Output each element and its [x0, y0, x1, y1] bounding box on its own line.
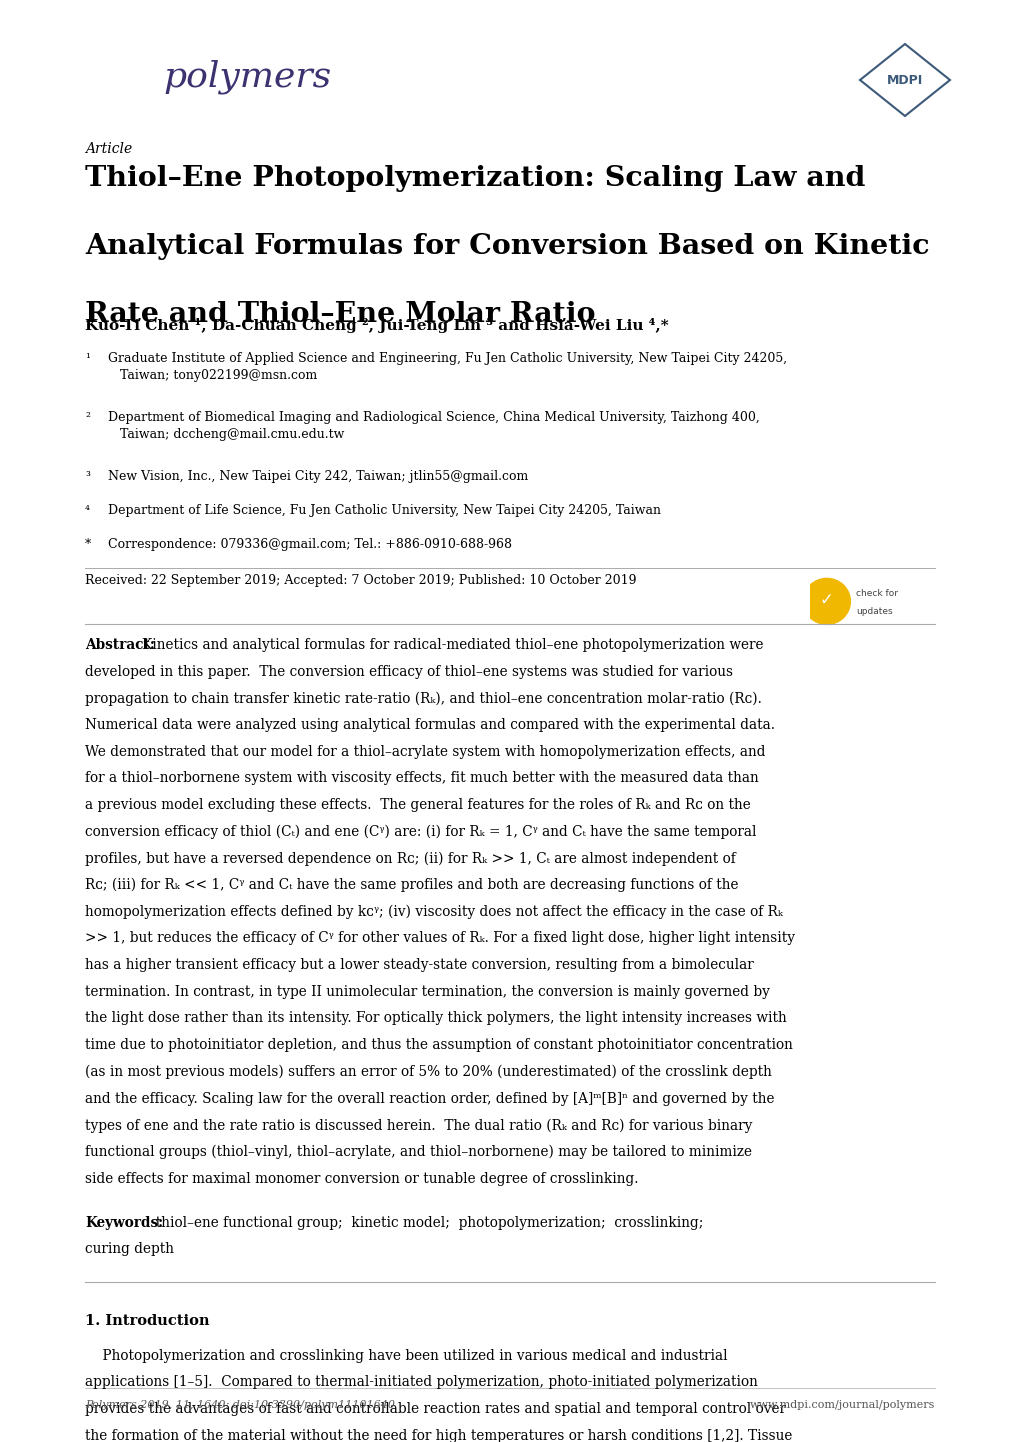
Text: profiles, but have a reversed dependence on Rᴄ; (ii) for Rₖ >> 1, Cₜ are almost : profiles, but have a reversed dependence… — [85, 851, 735, 865]
Text: *: * — [85, 538, 91, 551]
Text: for a thiol–norbornene system with viscosity effects, fit much better with the m: for a thiol–norbornene system with visco… — [85, 771, 758, 786]
Text: applications [1–5].  Compared to thermal-initiated polymerization, photo-initiat: applications [1–5]. Compared to thermal-… — [85, 1376, 757, 1389]
Text: thiol–ene functional group;  kinetic model;  photopolymerization;  crosslinking;: thiol–ene functional group; kinetic mode… — [147, 1216, 703, 1230]
Text: Graduate Institute of Applied Science and Engineering, Fu Jen Catholic Universit: Graduate Institute of Applied Science an… — [108, 352, 787, 382]
Text: 1. Introduction: 1. Introduction — [85, 1314, 209, 1328]
Text: ⁴: ⁴ — [85, 505, 90, 518]
Text: side effects for maximal monomer conversion or tunable degree of crosslinking.: side effects for maximal monomer convers… — [85, 1171, 638, 1185]
Text: Photopolymerization and crosslinking have been utilized in various medical and i: Photopolymerization and crosslinking hav… — [85, 1348, 727, 1363]
Text: provides the advantages of fast and controllable reaction rates and spatial and : provides the advantages of fast and cont… — [85, 1402, 786, 1416]
Text: Keywords:: Keywords: — [85, 1216, 163, 1230]
Text: the light dose rather than its intensity. For optically thick polymers, the ligh: the light dose rather than its intensity… — [85, 1011, 786, 1025]
Text: Abstract:: Abstract: — [85, 637, 155, 652]
Text: Numerical data were analyzed using analytical formulas and compared with the exp: Numerical data were analyzed using analy… — [85, 718, 774, 733]
Text: Received: 22 September 2019; Accepted: 7 October 2019; Published: 10 October 201: Received: 22 September 2019; Accepted: 7… — [85, 574, 636, 587]
Circle shape — [803, 578, 850, 624]
Text: MDPI: MDPI — [886, 74, 922, 87]
Text: conversion efficacy of thiol (Cₜ) and ene (Cᵞ) are: (i) for Rₖ = 1, Cᵞ and Cₜ ha: conversion efficacy of thiol (Cₜ) and en… — [85, 825, 756, 839]
Text: Article: Article — [85, 141, 132, 156]
Text: has a higher transient efficacy but a lower steady-state conversion, resulting f: has a higher transient efficacy but a lo… — [85, 957, 753, 972]
Text: check for: check for — [855, 588, 897, 597]
Text: Rate and Thiol–Ene Molar Ratio: Rate and Thiol–Ene Molar Ratio — [85, 300, 595, 327]
Text: Department of Life Science, Fu Jen Catholic University, New Taipei City 24205, T: Department of Life Science, Fu Jen Catho… — [108, 505, 660, 518]
Text: Kuo-Ti Chen ¹, Da-Chuan Cheng ², Jui-Teng Lin ³ and Hsia-Wei Liu ⁴,*: Kuo-Ti Chen ¹, Da-Chuan Cheng ², Jui-Ten… — [85, 319, 668, 333]
Text: polymers: polymers — [163, 59, 331, 94]
Text: www.mdpi.com/journal/polymers: www.mdpi.com/journal/polymers — [749, 1400, 934, 1410]
Text: curing depth: curing depth — [85, 1242, 174, 1256]
Text: a previous model excluding these effects.  The general features for the roles of: a previous model excluding these effects… — [85, 797, 750, 812]
Text: ³: ³ — [85, 470, 90, 483]
Text: Polymers 2019, 11, 1640; doi:10.3390/polym11101640: Polymers 2019, 11, 1640; doi:10.3390/pol… — [85, 1400, 394, 1410]
Text: the formation of the material without the need for high temperatures or harsh co: the formation of the material without th… — [85, 1429, 792, 1442]
Text: ¹: ¹ — [85, 352, 90, 365]
Text: Rᴄ; (iii) for Rₖ << 1, Cᵞ and Cₜ have the same profiles and both are decreasing : Rᴄ; (iii) for Rₖ << 1, Cᵞ and Cₜ have th… — [85, 878, 738, 893]
Text: functional groups (thiol–vinyl, thiol–acrylate, and thiol–norbornene) may be tai: functional groups (thiol–vinyl, thiol–ac… — [85, 1145, 751, 1159]
Text: and the efficacy. Scaling law for the overall reaction order, defined by [A]ᵐ[B]: and the efficacy. Scaling law for the ov… — [85, 1092, 773, 1106]
Text: >> 1, but reduces the efficacy of Cᵞ for other values of Rₖ. For a fixed light d: >> 1, but reduces the efficacy of Cᵞ for… — [85, 932, 794, 946]
Text: time due to photoinitiator depletion, and thus the assumption of constant photoi: time due to photoinitiator depletion, an… — [85, 1038, 792, 1053]
Text: We demonstrated that our model for a thiol–acrylate system with homopolymerizati: We demonstrated that our model for a thi… — [85, 744, 764, 758]
Text: homopolymerization effects defined by kᴄᵞ; (iv) viscosity does not affect the ef: homopolymerization effects defined by kᴄ… — [85, 904, 783, 919]
Text: types of ene and the rate ratio is discussed herein.  The dual ratio (Rₖ and Rᴄ): types of ene and the rate ratio is discu… — [85, 1118, 752, 1132]
Text: developed in this paper.  The conversion efficacy of thiol–ene systems was studi: developed in this paper. The conversion … — [85, 665, 733, 679]
Text: Department of Biomedical Imaging and Radiological Science, China Medical Univers: Department of Biomedical Imaging and Rad… — [108, 411, 759, 441]
Text: ✓: ✓ — [819, 591, 833, 610]
Text: updates: updates — [855, 607, 892, 616]
Text: Kinetics and analytical formulas for radical-mediated thiol–ene photopolymerizat: Kinetics and analytical formulas for rad… — [142, 637, 763, 652]
Text: ✱: ✱ — [96, 63, 128, 101]
Text: Thiol–Ene Photopolymerization: Scaling Law and: Thiol–Ene Photopolymerization: Scaling L… — [85, 164, 864, 192]
Text: ²: ² — [85, 411, 90, 424]
Text: Correspondence: 079336@gmail.com; Tel.: +886-0910-688-968: Correspondence: 079336@gmail.com; Tel.: … — [108, 538, 512, 551]
Text: New Vision, Inc., New Taipei City 242, Taiwan; jtlin55@gmail.com: New Vision, Inc., New Taipei City 242, T… — [108, 470, 528, 483]
Text: Analytical Formulas for Conversion Based on Kinetic: Analytical Formulas for Conversion Based… — [85, 232, 928, 260]
Text: (as in most previous models) suffers an error of 5% to 20% (underestimated) of t: (as in most previous models) suffers an … — [85, 1064, 771, 1079]
Text: propagation to chain transfer kinetic rate-ratio (Rₖ), and thiol–ene concentrati: propagation to chain transfer kinetic ra… — [85, 691, 761, 705]
Text: termination. In contrast, in type II unimolecular termination, the conversion is: termination. In contrast, in type II uni… — [85, 985, 769, 999]
